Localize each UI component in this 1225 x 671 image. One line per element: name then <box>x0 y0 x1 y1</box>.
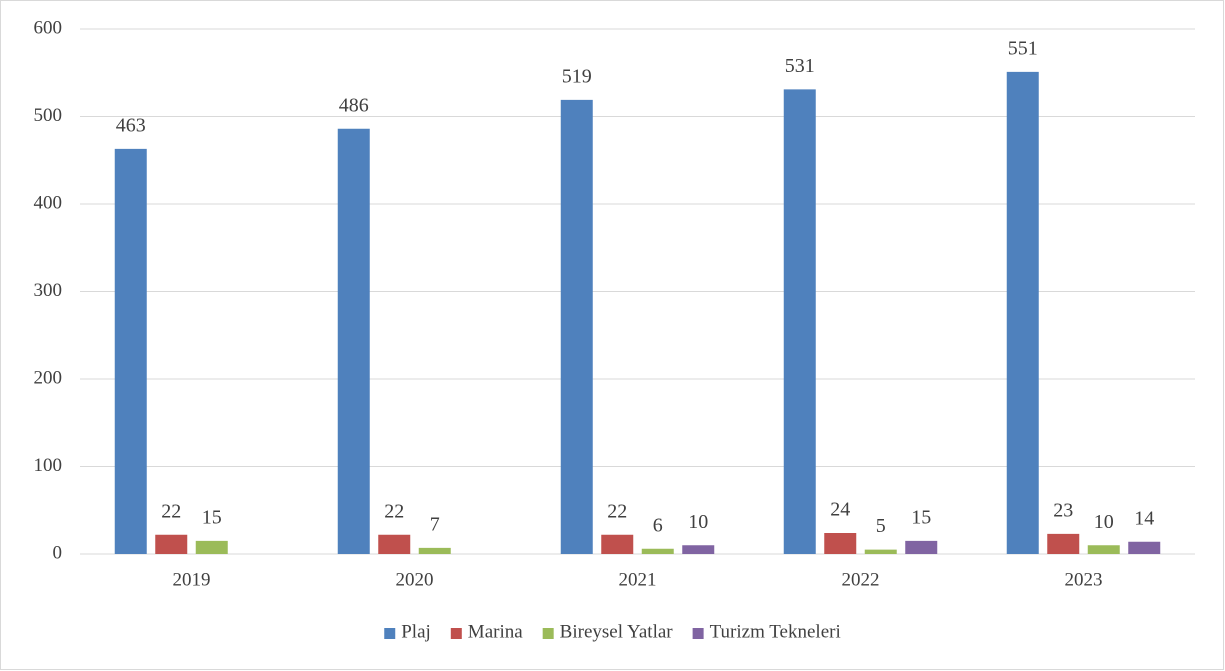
y-tick-label: 0 <box>53 542 63 563</box>
data-label: 531 <box>785 55 815 77</box>
data-label: 15 <box>202 506 222 528</box>
x-tick-label: 2023 <box>1065 569 1103 590</box>
bar <box>560 99 593 554</box>
data-label: 463 <box>116 114 146 136</box>
bar <box>682 545 715 554</box>
x-tick-label: 2021 <box>619 569 657 590</box>
y-tick-label: 200 <box>34 367 63 388</box>
bar <box>783 89 816 554</box>
bar <box>905 540 938 554</box>
legend-label: Marina <box>468 621 523 642</box>
bar <box>1087 545 1120 554</box>
x-tick-label: 2019 <box>173 569 211 590</box>
data-label: 519 <box>562 65 592 87</box>
bar <box>824 533 857 554</box>
bar <box>378 534 411 554</box>
data-label: 14 <box>1134 507 1154 529</box>
data-label: 22 <box>607 500 627 522</box>
bar <box>1006 71 1039 554</box>
legend-swatch <box>384 628 396 639</box>
bar <box>155 534 188 554</box>
data-label: 5 <box>876 515 886 537</box>
bar <box>864 549 897 554</box>
legend-label: Bireysel Yatlar <box>560 621 674 642</box>
data-label: 7 <box>430 513 440 535</box>
bar <box>601 534 634 554</box>
data-label: 10 <box>688 511 708 533</box>
data-label: 23 <box>1053 499 1073 521</box>
data-label: 486 <box>339 94 369 116</box>
data-label: 15 <box>911 506 931 528</box>
y-tick-label: 400 <box>34 192 63 213</box>
bar <box>337 128 370 554</box>
legend-swatch <box>450 628 462 639</box>
data-label: 22 <box>161 500 181 522</box>
legend-swatch <box>692 628 704 639</box>
y-tick-label: 600 <box>34 17 63 38</box>
legend-label: Plaj <box>401 621 431 642</box>
data-label: 10 <box>1094 511 1114 533</box>
bar <box>1047 533 1080 554</box>
bar <box>641 548 674 554</box>
bar <box>195 540 228 554</box>
data-label: 24 <box>830 499 850 521</box>
bar <box>114 148 147 554</box>
data-label: 551 <box>1008 37 1038 59</box>
bar <box>418 547 451 554</box>
y-tick-label: 100 <box>34 455 63 476</box>
data-label: 6 <box>653 514 663 536</box>
data-label: 22 <box>384 500 404 522</box>
bar <box>1128 541 1161 554</box>
legend-label: Turizm Tekneleri <box>710 621 841 642</box>
y-tick-label: 300 <box>34 280 63 301</box>
y-tick-label: 500 <box>34 105 63 126</box>
x-tick-label: 2020 <box>396 569 434 590</box>
x-tick-label: 2022 <box>842 569 880 590</box>
legend-swatch <box>542 628 554 639</box>
